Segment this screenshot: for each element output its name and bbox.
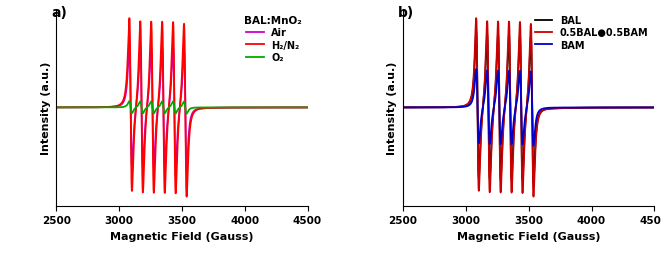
Line: BAL: BAL bbox=[403, 33, 654, 183]
BAM bbox=[490, 105, 498, 108]
0.5BAL●0.5BAM bbox=[412, 106, 420, 109]
0.5BAL●0.5BAM bbox=[650, 106, 658, 109]
0.5BAL●0.5BAM bbox=[586, 107, 594, 110]
O₂ bbox=[143, 106, 151, 109]
BAM bbox=[650, 106, 658, 109]
0.5BAL●0.5BAM bbox=[548, 107, 556, 110]
BAL bbox=[490, 104, 498, 107]
Air bbox=[212, 107, 220, 110]
BAL bbox=[650, 106, 658, 109]
H₂/N₂ bbox=[201, 107, 209, 110]
Air bbox=[252, 107, 260, 110]
Air bbox=[303, 106, 311, 109]
Air bbox=[143, 105, 151, 108]
Legend: BAL, 0.5BAL●0.5BAM, BAM: BAL, 0.5BAL●0.5BAM, BAM bbox=[531, 12, 652, 55]
H₂/N₂ bbox=[52, 106, 60, 109]
Air bbox=[239, 107, 247, 110]
H₂/N₂ bbox=[239, 106, 247, 109]
BAM bbox=[529, 145, 537, 148]
BAL bbox=[548, 108, 556, 111]
Air bbox=[126, 44, 134, 47]
BAM bbox=[412, 106, 420, 109]
O₂ bbox=[212, 106, 220, 109]
0.5BAL●0.5BAM bbox=[599, 107, 607, 110]
O₂ bbox=[239, 106, 247, 109]
BAM bbox=[548, 107, 556, 110]
BAL bbox=[529, 182, 537, 185]
Text: a): a) bbox=[51, 6, 67, 20]
H₂/N₂ bbox=[252, 106, 260, 109]
0.5BAL●0.5BAM bbox=[399, 106, 407, 109]
BAM bbox=[586, 106, 594, 109]
BAM bbox=[472, 68, 480, 71]
Text: b): b) bbox=[398, 6, 414, 20]
Air bbox=[201, 107, 209, 110]
O₂ bbox=[52, 106, 60, 109]
H₂/N₂ bbox=[182, 195, 190, 198]
BAL bbox=[472, 31, 480, 34]
BAL bbox=[399, 106, 407, 109]
O₂ bbox=[252, 106, 260, 109]
O₂ bbox=[65, 106, 73, 109]
X-axis label: Magnetic Field (Gauss): Magnetic Field (Gauss) bbox=[110, 231, 254, 241]
O₂ bbox=[303, 106, 311, 109]
Line: 0.5BAL●0.5BAM: 0.5BAL●0.5BAM bbox=[403, 19, 654, 197]
H₂/N₂ bbox=[303, 106, 311, 109]
0.5BAL●0.5BAM bbox=[529, 195, 537, 198]
0.5BAL●0.5BAM bbox=[490, 104, 498, 107]
Air bbox=[65, 106, 73, 109]
BAL bbox=[559, 107, 566, 110]
H₂/N₂ bbox=[65, 106, 73, 109]
Line: BAM: BAM bbox=[403, 70, 654, 146]
Line: H₂/N₂: H₂/N₂ bbox=[56, 19, 307, 197]
Legend: Air, H₂/N₂, O₂: Air, H₂/N₂, O₂ bbox=[240, 12, 305, 67]
BAL bbox=[599, 107, 607, 110]
Air bbox=[52, 106, 60, 109]
O₂ bbox=[126, 100, 134, 103]
BAM bbox=[559, 107, 566, 110]
0.5BAL●0.5BAM bbox=[559, 107, 566, 110]
X-axis label: Magnetic Field (Gauss): Magnetic Field (Gauss) bbox=[457, 231, 600, 241]
BAL bbox=[586, 107, 594, 110]
BAL bbox=[412, 106, 420, 109]
Y-axis label: Intensity (a.u.): Intensity (a.u.) bbox=[40, 61, 51, 154]
Y-axis label: Intensity (a.u.): Intensity (a.u.) bbox=[387, 61, 397, 154]
Line: Air: Air bbox=[56, 46, 307, 170]
H₂/N₂ bbox=[126, 18, 134, 21]
BAM bbox=[399, 106, 407, 109]
O₂ bbox=[201, 106, 209, 109]
Line: O₂: O₂ bbox=[56, 102, 307, 114]
Air bbox=[182, 169, 190, 172]
H₂/N₂ bbox=[143, 104, 151, 107]
BAM bbox=[599, 106, 607, 109]
H₂/N₂ bbox=[212, 107, 220, 110]
O₂ bbox=[182, 113, 190, 116]
0.5BAL●0.5BAM bbox=[472, 18, 480, 21]
